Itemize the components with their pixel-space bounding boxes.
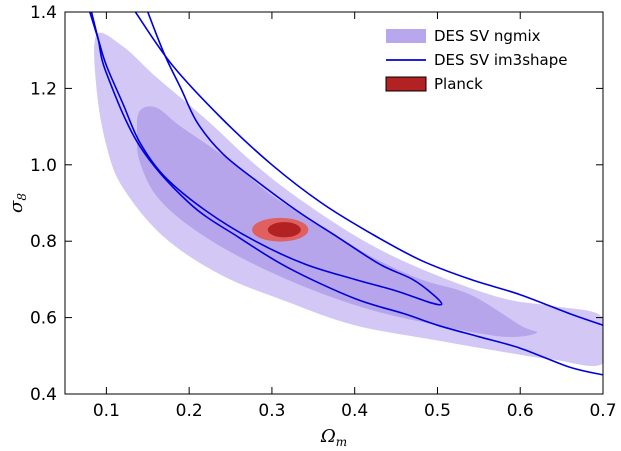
data-layer	[89, 12, 603, 376]
series-planck-68-contour	[267, 222, 301, 238]
legend-swatch	[385, 76, 427, 92]
y-tick-label: 1.0	[30, 156, 57, 176]
legend-label: DES SV ngmix	[434, 27, 541, 45]
series-des-sv-im3shape-68-contour-line-4	[89, 12, 443, 306]
y-tick-label: 0.4	[30, 385, 57, 405]
legend: DES SV ngmix DES SV im3shape Planck	[385, 27, 567, 93]
series-des-sv-im3shape-95upper-contour-line-3	[134, 12, 603, 326]
legend-item: Planck	[385, 75, 483, 93]
x-tick-label: 0.6	[507, 401, 534, 421]
y-axis-label: σ8	[6, 193, 29, 213]
x-tick-label: 0.5	[424, 401, 451, 421]
y-tick-label: 0.6	[30, 309, 57, 329]
y-tick-label: 1.4	[30, 3, 57, 23]
x-tick-label: 0.1	[93, 401, 120, 421]
x-tick-label: 0.2	[176, 401, 203, 421]
series-des-sv-im3shape-95-contour-line-2	[90, 12, 603, 376]
plot-frame	[64, 11, 604, 395]
x-tick-label: 0.3	[258, 401, 285, 421]
legend-label: Planck	[434, 75, 483, 93]
legend-label: DES SV im3shape	[434, 51, 567, 69]
legend-item: DES SV ngmix	[386, 27, 541, 45]
x-axis-label: Ωm	[320, 426, 347, 449]
x-tick-label: 0.7	[589, 401, 616, 421]
y-tick-label: 0.8	[30, 232, 57, 252]
y-tick-label: 1.2	[30, 79, 57, 99]
legend-swatch	[386, 29, 426, 43]
legend-item: DES SV im3shape	[386, 51, 567, 69]
axis-ticks: 0.1 0.2 0.3 0.4 0.5 0.6 0.7 0.4 0.6 0.8 1.0 1.2 1.4	[30, 3, 617, 421]
x-tick-label: 0.4	[341, 401, 368, 421]
